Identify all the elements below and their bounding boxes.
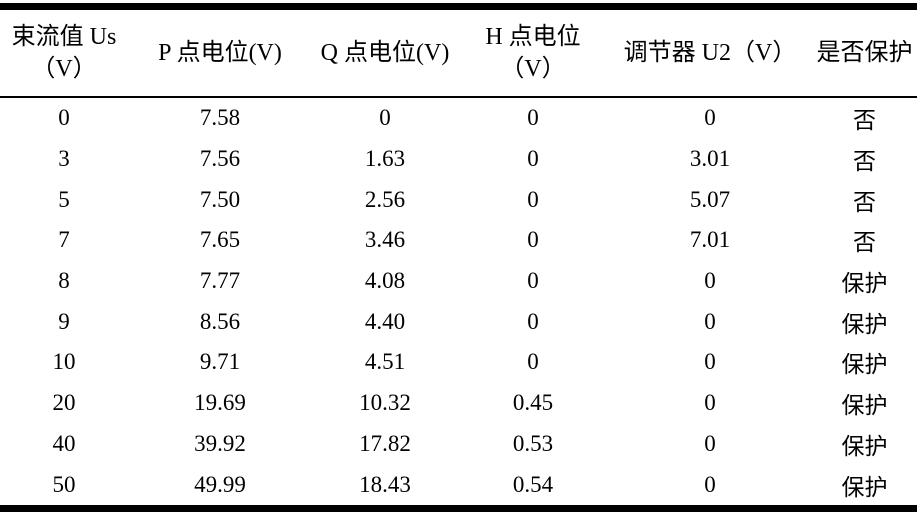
cell-h: 0.53 <box>512 430 554 456</box>
cell-p: 7.65 <box>199 227 241 253</box>
cell-us: 40 <box>52 430 76 456</box>
cell-us: 10 <box>52 349 76 375</box>
table-row: 0 7.58 0 0 0 否 <box>0 97 917 139</box>
header-line: （V） <box>31 56 97 82</box>
cell-u2: 0 <box>704 471 716 497</box>
cell-u2: 3.01 <box>689 146 731 172</box>
cell-protect: 否 <box>853 108 876 134</box>
table-head: 束流值 Us （V） P 点电位(V) Q 点电位(V) H 点电位 （V） 调节器 U2（… <box>0 7 917 98</box>
cell-p: 7.58 <box>199 105 241 131</box>
table-row: 8 7.77 4.08 0 0 保护 <box>0 261 917 302</box>
cell-protect: 保护 <box>841 393 888 419</box>
cell-q: 4.08 <box>364 268 406 294</box>
cell-h: 0 <box>527 105 539 131</box>
table-row: 5 7.50 2.56 0 5.07 否 <box>0 179 917 220</box>
cell-us: 7 <box>58 227 70 253</box>
cell-q: 4.40 <box>364 308 406 334</box>
cell-h: 0 <box>527 308 539 334</box>
cell-protect: 否 <box>853 230 876 256</box>
cell-q: 0 <box>379 105 391 131</box>
header-line: P 点电位(V) <box>158 39 282 66</box>
cell-u2: 7.01 <box>689 227 731 253</box>
table-row: 50 49.99 18.43 0.54 0 保护 <box>0 464 917 508</box>
cell-us: 50 <box>52 471 76 497</box>
cell-h: 0.54 <box>512 471 554 497</box>
cell-h: 0 <box>527 146 539 172</box>
table-row: 10 9.71 4.51 0 0 保护 <box>0 342 917 383</box>
table-row: 40 39.92 17.82 0.53 0 保护 <box>0 424 917 465</box>
cell-h: 0 <box>527 349 539 375</box>
table-header-row: 束流值 Us （V） P 点电位(V) Q 点电位(V) H 点电位 （V） 调节器 U2（… <box>0 7 917 98</box>
cell-p: 19.69 <box>194 390 246 416</box>
cell-q: 18.43 <box>359 471 411 497</box>
cell-q: 2.56 <box>364 186 406 212</box>
header-line: 是否保护 <box>816 39 913 66</box>
cell-u2: 0 <box>704 390 716 416</box>
cell-us: 9 <box>58 308 70 334</box>
table-row: 3 7.56 1.63 0 3.01 否 <box>0 139 917 180</box>
column-header-p: P 点电位(V) <box>128 7 312 98</box>
cell-h: 0 <box>527 268 539 294</box>
column-header-us: 束流值 Us （V） <box>0 7 128 98</box>
cell-us: 0 <box>58 105 70 131</box>
column-header-protect: 是否保护 <box>812 7 917 98</box>
cell-u2: 0 <box>704 105 716 131</box>
cell-u2: 5.07 <box>689 186 731 212</box>
cell-h: 0 <box>527 186 539 212</box>
cell-q: 17.82 <box>359 430 411 456</box>
cell-p: 7.77 <box>199 268 241 294</box>
cell-us: 20 <box>52 390 76 416</box>
header-line: （V） <box>500 56 566 82</box>
cell-protect: 否 <box>853 189 876 215</box>
table-row: 9 8.56 4.40 0 0 保护 <box>0 301 917 342</box>
cell-protect: 否 <box>853 149 876 175</box>
cell-protect: 保护 <box>841 271 888 297</box>
cell-q: 1.63 <box>364 146 406 172</box>
column-header-h: H 点电位 （V） <box>458 7 608 98</box>
cell-q: 10.32 <box>359 390 411 416</box>
cell-protect: 保护 <box>841 311 888 337</box>
cell-us: 5 <box>58 186 70 212</box>
column-header-u2: 调节器 U2（V） <box>608 7 812 98</box>
cell-u2: 0 <box>704 349 716 375</box>
cell-us: 8 <box>58 268 70 294</box>
table-body: 0 7.58 0 0 0 否 3 7.56 1.63 0 3.01 否 5 7.50 2.56 0 5.07 否 7… <box>0 97 917 508</box>
header-line: H 点电位 <box>485 23 581 50</box>
cell-protect: 保护 <box>841 352 888 378</box>
cell-us: 3 <box>58 146 70 172</box>
header-line: Q 点电位(V) <box>320 39 450 66</box>
cell-p: 8.56 <box>199 308 241 334</box>
table-row: 20 19.69 10.32 0.45 0 保护 <box>0 383 917 424</box>
cell-p: 9.71 <box>199 349 241 375</box>
header-line: 束流值 Us <box>11 23 117 50</box>
cell-q: 4.51 <box>364 349 406 375</box>
cell-u2: 0 <box>704 308 716 334</box>
column-header-q: Q 点电位(V) <box>312 7 458 98</box>
cell-h: 0 <box>527 227 539 253</box>
cell-q: 3.46 <box>364 227 406 253</box>
header-line: 调节器 U2（V） <box>623 39 797 66</box>
cell-protect: 保护 <box>841 474 888 500</box>
cell-protect: 保护 <box>841 433 888 459</box>
cell-p: 49.99 <box>194 471 246 497</box>
measurement-table: 束流值 Us （V） P 点电位(V) Q 点电位(V) H 点电位 （V） 调节器 U2（… <box>0 3 917 512</box>
cell-u2: 0 <box>704 430 716 456</box>
table-row: 7 7.65 3.46 0 7.01 否 <box>0 220 917 261</box>
cell-p: 7.56 <box>199 146 241 172</box>
cell-u2: 0 <box>704 268 716 294</box>
cell-p: 39.92 <box>194 430 246 456</box>
cell-h: 0.45 <box>512 390 554 416</box>
cell-p: 7.50 <box>199 186 241 212</box>
